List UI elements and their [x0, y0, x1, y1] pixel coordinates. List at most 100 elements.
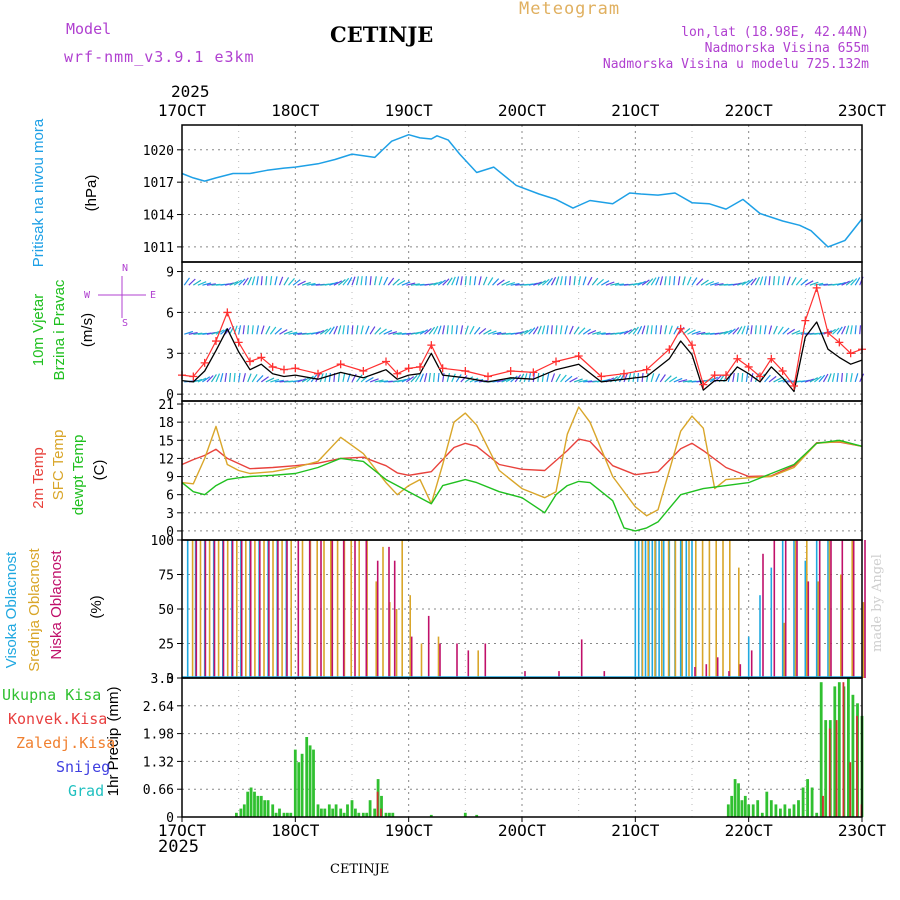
wind-barb	[659, 374, 666, 383]
y-tick-label: 9	[166, 266, 174, 281]
wind-barb	[274, 379, 284, 383]
wind-barb	[360, 276, 363, 286]
precip-bar-0	[334, 804, 338, 817]
precip-bar-0	[365, 812, 369, 817]
temp-title-1: 2m Temp	[30, 447, 47, 508]
wind-barb	[669, 376, 678, 383]
precip-bar-1	[842, 682, 845, 817]
y-tick-label: 50	[158, 603, 174, 618]
precip-bar-0	[316, 804, 320, 817]
wind-barb	[736, 326, 743, 335]
precip-bar-0	[350, 800, 354, 817]
wind-barb	[777, 326, 784, 335]
precip-bar-0	[323, 808, 327, 817]
wind-barb	[523, 328, 532, 335]
x-tick-label-bottom: 21OCT	[611, 821, 660, 840]
precip-bar-0	[756, 800, 760, 817]
wind-barb	[342, 325, 345, 335]
wind-barb	[714, 283, 724, 286]
wind-barb	[673, 276, 676, 286]
wind-barb	[777, 276, 780, 286]
wind-barb	[791, 277, 797, 286]
y-tick-label: 3.3	[151, 672, 174, 687]
cloud-unit: (%)	[88, 595, 105, 618]
wind-barb	[582, 328, 591, 335]
wind-barb	[809, 281, 819, 286]
wind-barb	[288, 278, 295, 286]
wind-gust-marker	[382, 357, 390, 366]
precip-bar-0	[305, 737, 309, 817]
wind-barb	[687, 329, 696, 335]
wind-barb	[279, 329, 288, 335]
wind-barb	[646, 278, 654, 286]
wind-gust-marker	[438, 364, 447, 373]
precip-bar-0	[242, 804, 246, 817]
wind-barb	[736, 372, 739, 382]
wind-barb	[288, 331, 298, 335]
wind-barb	[768, 375, 777, 383]
wind-barb	[242, 277, 249, 286]
wind-barb	[650, 325, 653, 335]
model-elevation-label: Nadmorska Visina u modelu 725.132m	[602, 57, 869, 72]
wind-barb	[369, 378, 379, 383]
wind-barb	[292, 279, 301, 286]
wind-gust-marker	[416, 362, 424, 371]
wind-barb	[719, 330, 728, 335]
wind-barb	[655, 276, 660, 286]
wind-barb	[578, 327, 586, 335]
precip-title: 1hr Precip	[105, 728, 122, 796]
wind-barb	[211, 330, 221, 335]
wind-barb	[659, 276, 664, 286]
wind-barb	[337, 325, 342, 335]
wind-barb	[247, 373, 252, 383]
wind-barb	[260, 325, 265, 335]
wind-barb	[351, 325, 354, 335]
wind-barb	[528, 372, 531, 383]
wind-barb	[805, 378, 815, 383]
wind-barb	[270, 378, 280, 383]
wind-barb	[342, 372, 346, 383]
wind-gust-marker	[722, 371, 730, 380]
wind-gust-marker	[688, 341, 696, 350]
wind-barb	[831, 372, 835, 383]
wind-barb	[637, 280, 646, 286]
wind-barb	[841, 372, 843, 382]
wind-barb	[424, 327, 432, 335]
meteogram-title: Meteogram	[519, 0, 621, 19]
wind-barb	[709, 376, 719, 383]
precip-bar-0	[235, 812, 238, 817]
wind-barb	[451, 373, 456, 383]
wind-barb	[397, 378, 407, 383]
wind-barb	[297, 280, 306, 286]
wind-gust-marker	[506, 367, 515, 376]
wind-barb	[269, 276, 273, 286]
wind-gust-marker	[529, 368, 538, 377]
precip-bar-0	[282, 812, 286, 817]
wind-barb	[836, 372, 839, 382]
wind-barb	[587, 329, 597, 335]
compass-cross	[98, 276, 146, 318]
wind-barb	[582, 276, 587, 286]
wind-gust-marker	[212, 337, 220, 346]
wind-barb	[559, 325, 563, 335]
precip-bar-0	[740, 800, 744, 817]
wind-barb	[365, 376, 374, 383]
wind-barb	[328, 372, 331, 382]
wind-barb	[433, 325, 439, 335]
precip-bar-0	[769, 800, 773, 817]
precip-bar-1	[849, 762, 852, 817]
wind-barb	[251, 325, 254, 335]
wind-barb	[401, 281, 411, 286]
wind-barb	[578, 276, 581, 286]
wind-barb	[455, 276, 460, 286]
precip-legend-item: Zaledj.Kisa	[16, 734, 115, 752]
wind-barb	[745, 372, 749, 383]
wind-barb	[306, 282, 316, 286]
wind-barb	[559, 276, 563, 286]
wind-barb	[818, 374, 826, 383]
precip-bar-0	[429, 814, 433, 817]
wind-barb	[773, 325, 778, 335]
precip-bar-0	[779, 808, 782, 817]
wind-barb	[569, 325, 574, 335]
wind-barb	[337, 372, 340, 382]
